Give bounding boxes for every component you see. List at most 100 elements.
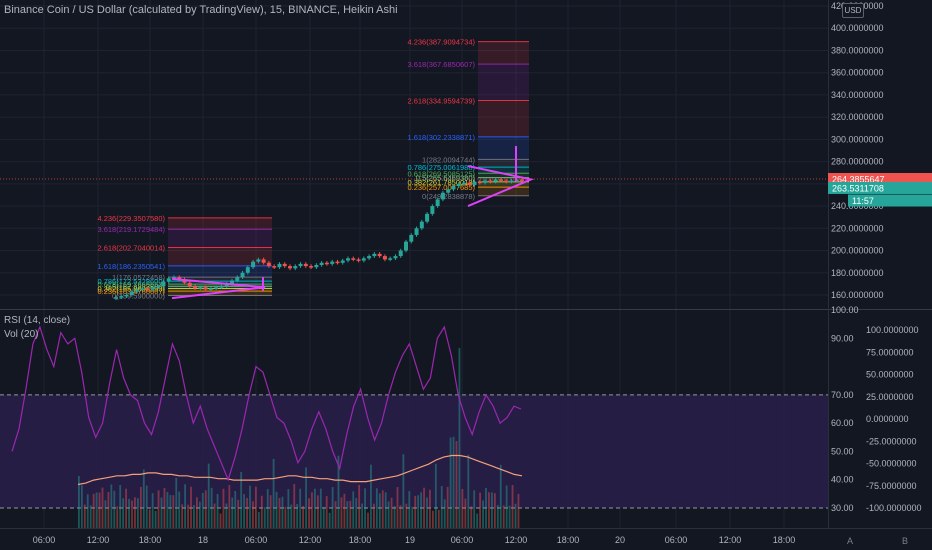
volume-bar [246, 497, 248, 528]
candle-body [161, 281, 166, 287]
candle-body [277, 263, 282, 268]
volume-bar [302, 505, 304, 528]
volume-bar [222, 488, 225, 528]
volume-bar [131, 500, 133, 528]
price-axis-tick: 200.0000000 [831, 246, 884, 256]
volume-bar [190, 486, 192, 528]
rsi-axis-tick: 70.00 [831, 390, 854, 400]
volume-bar [257, 511, 260, 528]
volume-bar [325, 496, 328, 528]
volume-bar [139, 486, 142, 528]
volume-bar [86, 494, 89, 528]
candle-body [245, 267, 250, 273]
volume-bar [252, 501, 254, 528]
volume-bar [452, 436, 455, 528]
candle-body [435, 199, 440, 207]
log-scale-button[interactable]: B [902, 536, 909, 546]
volume-bar [255, 486, 257, 528]
volume-axis-tick: -100.0000000 [866, 503, 922, 513]
candle-body [498, 179, 503, 181]
fib-level-label: 0.382(261.7850018) [407, 178, 475, 187]
fib-level-label: 1.618(302.2338871) [407, 133, 475, 142]
volume-bar [423, 487, 425, 528]
fib-zone [478, 173, 529, 178]
fib-zone [478, 177, 529, 182]
volume-bar [234, 491, 237, 528]
candle-body [187, 282, 192, 287]
volume-bar [517, 493, 520, 528]
candle-body [351, 258, 356, 260]
fib-level-label: 0.382(165.8808333) [97, 284, 165, 293]
volume-bar [449, 437, 452, 528]
volume-bar [378, 493, 381, 528]
price-axis-tick: 360.0000000 [831, 68, 884, 78]
price-pane [0, 0, 828, 309]
fib-level-label: 3.618(219.1729484) [97, 225, 165, 234]
volume-bar [240, 471, 243, 528]
price-axis-tick: 340.0000000 [831, 90, 884, 100]
volume-indicator-label[interactable]: Vol (20) [4, 329, 39, 340]
time-axis-tick: 18:00 [139, 535, 162, 545]
rsi-indicator-label[interactable]: RSI (14, close) [4, 315, 71, 326]
candle-body [256, 259, 261, 262]
volume-bar [225, 503, 228, 528]
time-axis-tick: 18:00 [349, 535, 372, 545]
volume-bar [172, 495, 175, 528]
volume-bar [402, 454, 405, 528]
volume-bar [89, 505, 92, 528]
fib-level-label: 2.618(334.9594739) [407, 97, 475, 106]
volume-bar [266, 489, 269, 528]
volume-bar [485, 487, 487, 528]
volume-bar [429, 489, 431, 528]
candle-body [282, 263, 287, 267]
volume-bar [80, 485, 83, 528]
fib-level-label: 3.618(367.6850607) [407, 60, 475, 69]
volume-bar [496, 505, 499, 528]
price-tag-label: 263.5311708 [832, 183, 884, 193]
volume-bar [290, 504, 293, 528]
candle-body [224, 283, 229, 287]
volume-bar [83, 504, 86, 528]
price-tag-bg [848, 194, 932, 207]
volume-bar [470, 506, 473, 528]
candle-body [472, 181, 477, 185]
candle-body [404, 241, 408, 251]
volume-bar [308, 498, 310, 528]
currency-badge[interactable]: USD [842, 3, 864, 18]
candle-body [214, 287, 219, 289]
volume-bar [349, 500, 352, 528]
rsi-axis-tick: 30.00 [831, 503, 854, 513]
candle-body [430, 206, 435, 214]
volume-bar [193, 505, 195, 528]
volume-bar [104, 500, 107, 528]
candle-body [319, 262, 324, 265]
volume-bar [458, 348, 461, 528]
volume-bar [443, 499, 446, 528]
volume-bar [299, 488, 302, 528]
fib-zone [168, 217, 272, 230]
volume-bar [340, 497, 343, 528]
volume-bar [364, 488, 366, 528]
candle-body [419, 221, 424, 229]
candle-body [261, 259, 266, 263]
candle-body [372, 253, 377, 257]
auto-scale-button[interactable]: A [847, 536, 854, 546]
candle-body [324, 262, 329, 265]
volume-bar [390, 497, 393, 528]
price-tag-label: 11:57 [852, 196, 874, 206]
volume-bar [408, 491, 411, 528]
candle-body [356, 259, 361, 261]
fib-zone [478, 100, 529, 137]
volume-bar [355, 498, 358, 528]
rsi-band [0, 394, 828, 508]
candle-body [409, 234, 414, 242]
candle-body [219, 286, 224, 288]
volume-ma-line [77, 454, 523, 486]
time-axis-tick: 06:00 [451, 535, 474, 545]
volume-bar [493, 493, 496, 528]
volume-bar [384, 492, 387, 528]
candle-body [456, 183, 461, 187]
candle-body [124, 295, 129, 297]
volume-bar [488, 492, 490, 528]
